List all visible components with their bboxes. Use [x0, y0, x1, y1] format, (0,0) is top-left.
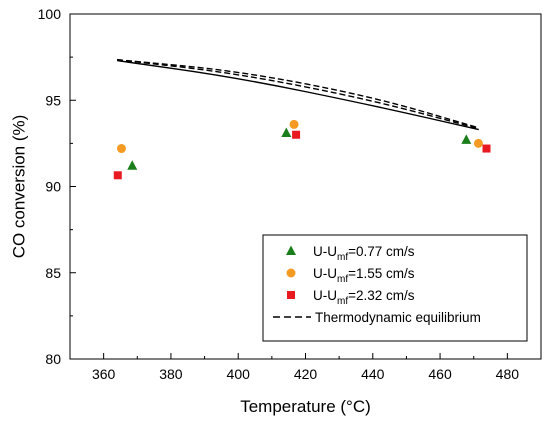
- legend-label-2: U-Umf=1.55 cm/s: [313, 266, 415, 285]
- equilibrium-lines: [117, 59, 479, 131]
- data-point-series-1: [281, 127, 292, 138]
- y-tick-label: 85: [45, 265, 61, 281]
- data-point-series-2: [116, 144, 126, 154]
- legend-label-1: U-Umf=0.77 cm/s: [313, 244, 415, 263]
- x-tick-label: 380: [159, 366, 183, 382]
- y-axis-ticks: 80 85 90 95 100: [38, 6, 76, 367]
- legend-label-equilibrium: Thermodynamic equilibrium: [315, 310, 481, 325]
- y-tick-label: 90: [45, 179, 61, 195]
- legend-box: [262, 234, 528, 342]
- legend-marker-2: [286, 268, 296, 278]
- x-tick-label: 440: [361, 366, 385, 382]
- legend: U-Umf=0.77 cm/s U-Umf=1.55 cm/s U-Umf=2.32…: [262, 234, 528, 342]
- x-tick-label: 400: [227, 366, 251, 382]
- data-point-series-3: [113, 171, 122, 180]
- data-point-series-3: [482, 144, 491, 153]
- y-tick-label: 100: [38, 6, 62, 22]
- data-point-series-1: [127, 160, 138, 170]
- legend-marker-1: [286, 245, 296, 255]
- data-point-series-2: [289, 119, 299, 129]
- data-markers: [113, 119, 491, 180]
- x-tick-label: 460: [428, 366, 452, 382]
- equilibrium-line-2: [117, 59, 479, 130]
- x-tick-label: 420: [294, 366, 318, 382]
- x-axis-label: Temperature (°C): [240, 397, 371, 416]
- x-tick-label: 480: [496, 366, 520, 382]
- data-point-series-3: [292, 130, 301, 139]
- x-axis-ticks: 360 380 400 420 440 460 480: [69, 353, 542, 382]
- x-tick-label: 360: [92, 366, 116, 382]
- legend-marker-3: [287, 291, 295, 299]
- legend-label-3: U-Umf=2.32 cm/s: [313, 288, 415, 307]
- y-axis-label: CO conversion (%): [9, 115, 28, 259]
- data-point-series-1: [461, 134, 472, 144]
- data-point-series-2: [473, 138, 483, 148]
- equilibrium-line-1: [117, 59, 479, 131]
- equilibrium-line-3: [117, 59, 479, 129]
- y-tick-label: 95: [45, 92, 61, 108]
- y-tick-label: 80: [45, 351, 61, 367]
